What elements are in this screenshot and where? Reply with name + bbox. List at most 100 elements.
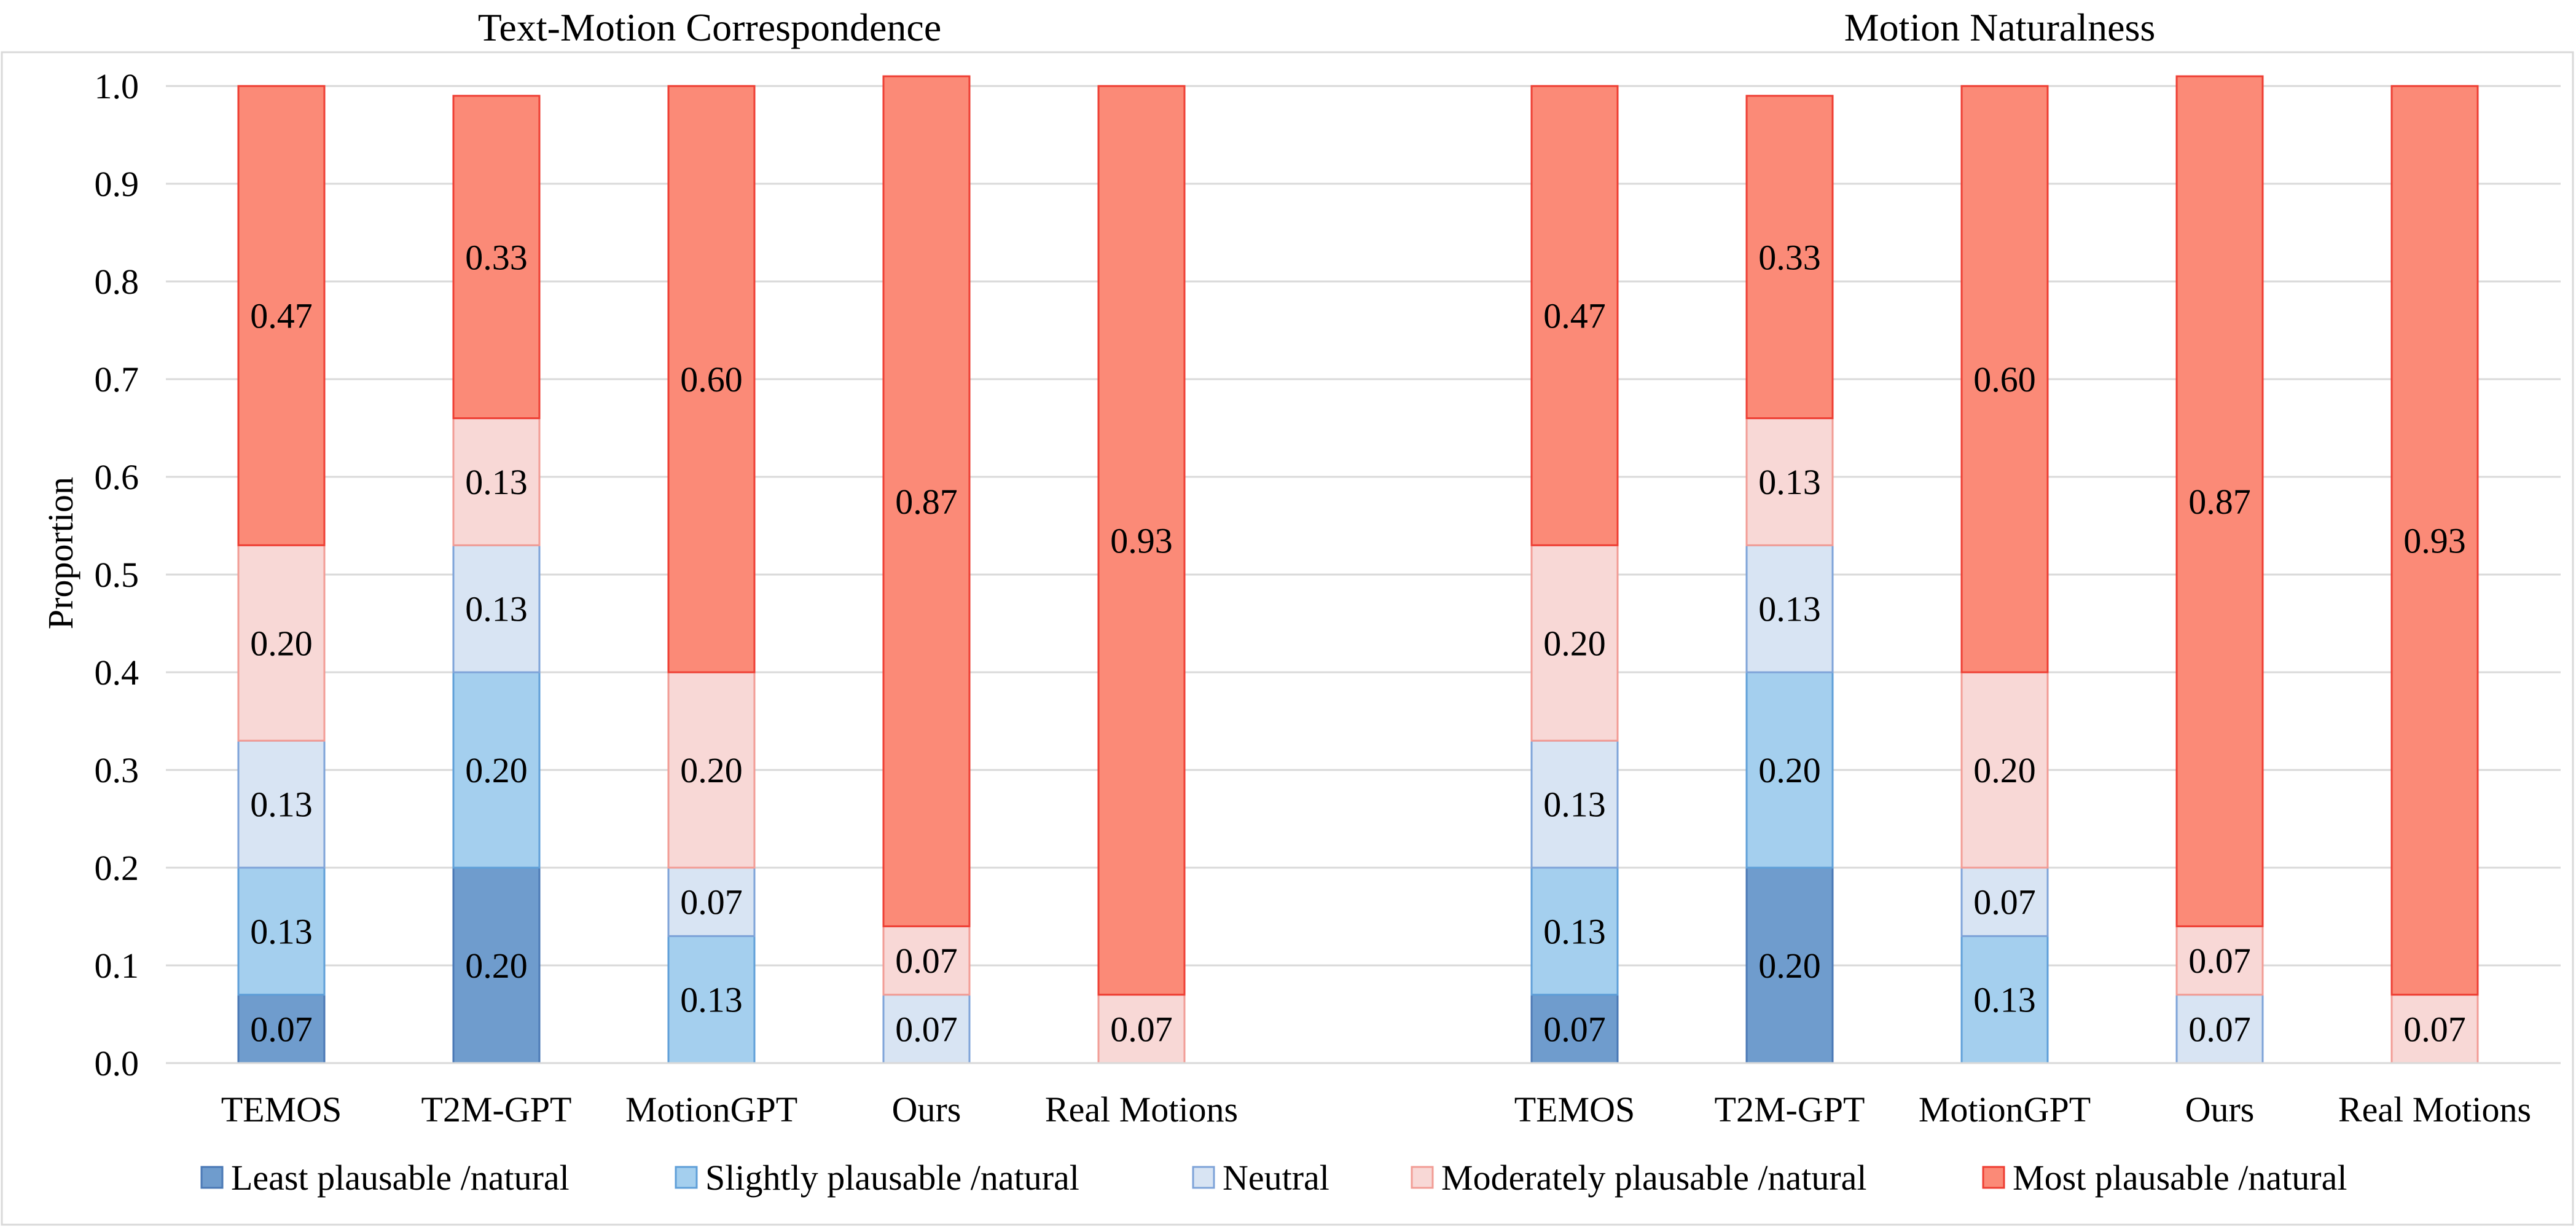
bar-segment	[1745, 866, 1834, 1064]
category-labels: TEMOS T2M-GPT MotionGPT Ours Real Motions TEM…	[221, 1090, 2531, 1129]
bars	[237, 75, 2479, 1064]
data-label: 0.20	[250, 623, 313, 663]
y-tick-label: 0.4	[95, 653, 139, 693]
panel-title-1: Motion Naturalness	[1844, 6, 2156, 49]
y-tick-label: 1.0	[95, 66, 139, 106]
data-label: 0.13	[250, 911, 313, 951]
category-label: TEMOS	[221, 1090, 342, 1129]
data-labels: 0.07 0.13 0.13 0.20 0.47 0.20 0.20 0.13 0.13 0.33…	[250, 237, 2466, 1049]
bar-segment	[1745, 544, 1834, 673]
data-label: 0.13	[680, 980, 743, 1020]
data-label: 0.13	[465, 589, 528, 629]
data-label: 0.07	[2188, 941, 2251, 981]
data-label: 0.87	[2188, 482, 2251, 522]
bar-segment	[1745, 671, 1834, 869]
data-label: 0.13	[465, 462, 528, 502]
y-tick-label: 0.9	[95, 164, 139, 204]
data-label: 0.13	[1543, 911, 1606, 951]
data-label: 0.13	[1758, 462, 1821, 502]
category-label: T2M-GPT	[1715, 1090, 1865, 1129]
bar-segment	[2390, 994, 2479, 1064]
bar-segment	[452, 95, 541, 420]
data-label: 0.13	[1973, 980, 2036, 1020]
bar-segment	[1960, 866, 2049, 937]
bar-segment	[1960, 85, 2049, 673]
bar-segment	[1745, 417, 1834, 546]
data-label: 0.07	[1543, 1009, 1606, 1049]
y-axis-label: Proportion	[41, 477, 80, 629]
bar-segment	[667, 85, 756, 673]
bar-segment	[882, 75, 971, 927]
bar-segment	[1530, 85, 1619, 546]
data-label: 0.07	[680, 882, 743, 922]
y-tick-label: 0.1	[95, 946, 139, 986]
bar-segment	[237, 85, 326, 546]
category-label: Ours	[2185, 1090, 2255, 1129]
bar-segment	[882, 925, 971, 996]
data-label: 0.13	[1758, 589, 1821, 629]
data-label: 0.07	[250, 1009, 313, 1049]
y-axis-ticks: 0.0 0.1 0.2 0.3 0.4 0.5 0.6 0.7 0.8 0.9 1.0	[95, 66, 139, 1083]
panel-title-0: Text-Motion Correspondence	[478, 6, 941, 49]
bar-segment	[667, 866, 756, 937]
category-label: Real Motions	[2338, 1090, 2531, 1129]
data-label: 0.20	[1973, 750, 2036, 790]
category-label: T2M-GPT	[421, 1090, 572, 1129]
legend-swatch	[200, 1166, 224, 1189]
data-label: 0.33	[1758, 237, 1821, 277]
bar-segment	[1530, 544, 1619, 742]
legend-swatch	[675, 1166, 698, 1189]
y-tick-label: 0.3	[95, 750, 139, 790]
data-label: 0.93	[1110, 520, 1173, 560]
data-label: 0.60	[680, 359, 743, 399]
legend-label: Least plausable /natural	[231, 1158, 570, 1198]
legend-swatch	[1982, 1166, 2005, 1189]
gridlines	[166, 85, 2561, 967]
data-label: 0.20	[1758, 750, 1821, 790]
category-label: TEMOS	[1514, 1090, 1635, 1129]
legend-label: Moderately plausable /natural	[1441, 1158, 1867, 1198]
data-label: 0.87	[895, 482, 958, 522]
chart-frame	[1, 51, 2574, 1226]
data-label: 0.07	[1973, 882, 2036, 922]
bar-segment	[452, 544, 541, 673]
bar-segment	[452, 417, 541, 546]
bar-segment	[237, 739, 326, 869]
data-label: 0.33	[465, 237, 528, 277]
bar-segment	[1960, 935, 2049, 1064]
data-label: 0.93	[2403, 520, 2466, 560]
data-label: 0.20	[1758, 946, 1821, 986]
data-label: 0.20	[465, 946, 528, 986]
data-label: 0.07	[895, 1009, 958, 1049]
data-label: 0.47	[1543, 296, 1606, 336]
data-label: 0.07	[1110, 1009, 1173, 1049]
bar-segment	[2175, 75, 2264, 927]
bar-segment	[2175, 925, 2264, 996]
data-label: 0.20	[465, 750, 528, 790]
data-label: 0.60	[1973, 359, 2036, 399]
bar-segment	[2390, 85, 2479, 996]
data-label: 0.20	[1543, 623, 1606, 663]
legend-label: Most plausable /natural	[2013, 1158, 2347, 1198]
bar-segment	[452, 671, 541, 869]
y-tick-label: 0.6	[95, 457, 139, 497]
data-label: 0.13	[250, 785, 313, 825]
category-label: MotionGPT	[1919, 1090, 2091, 1129]
data-label: 0.47	[250, 296, 313, 336]
y-tick-label: 0.5	[95, 555, 139, 595]
bar-segment	[1097, 85, 1186, 996]
bar-segment	[1960, 671, 2049, 869]
data-label: 0.07	[2403, 1009, 2466, 1049]
category-label: Ours	[892, 1090, 961, 1129]
legend-swatch	[1192, 1166, 1215, 1189]
y-tick-label: 0.2	[95, 848, 139, 888]
data-label: 0.07	[895, 941, 958, 981]
y-tick-label: 0.8	[95, 262, 139, 302]
bar-segment	[1097, 994, 1186, 1064]
category-label: Real Motions	[1045, 1090, 1238, 1129]
legend-label: Slightly plausable /natural	[705, 1158, 1079, 1198]
legend: Least plausable /natural Slightly plausab…	[200, 1158, 2347, 1198]
bar-segment	[2175, 994, 2264, 1064]
bar-segment	[237, 994, 326, 1064]
legend-label: Neutral	[1223, 1158, 1329, 1198]
